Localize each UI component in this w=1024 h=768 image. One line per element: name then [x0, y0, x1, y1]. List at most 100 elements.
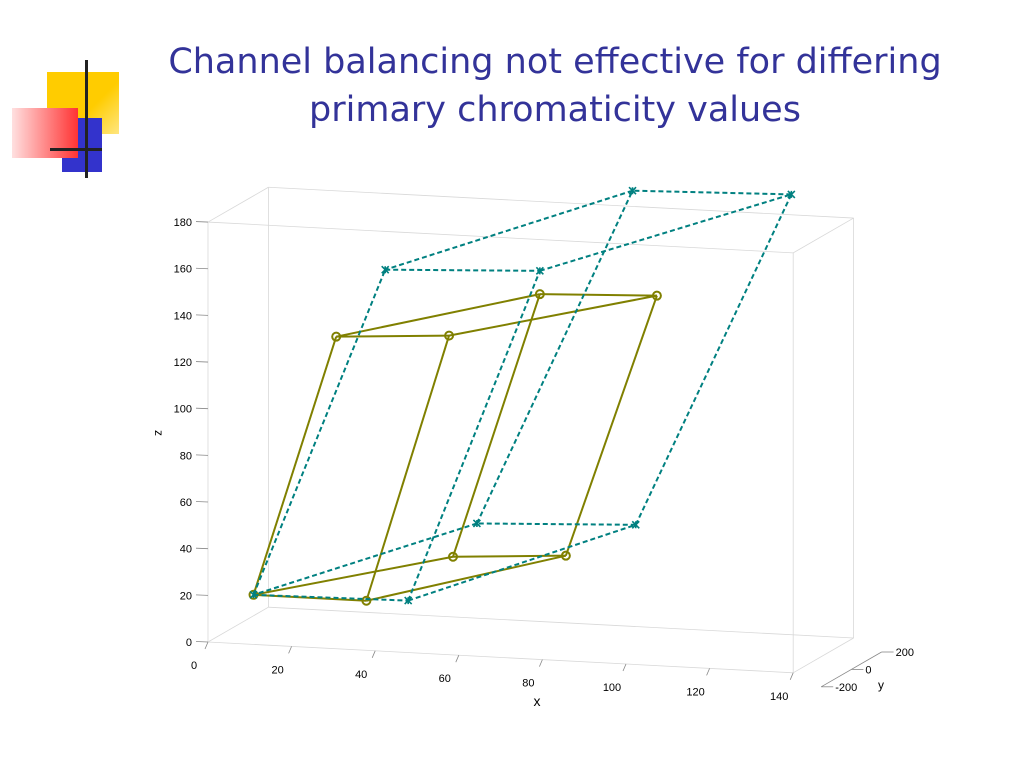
data-point-circle: [534, 289, 545, 300]
z-tick-mark: [195, 267, 209, 270]
z-tick-label: 120: [174, 357, 192, 369]
data-point-star: [249, 590, 258, 599]
series-edge: [407, 523, 637, 602]
series-edge: [384, 189, 633, 271]
series-edge: [407, 270, 541, 601]
z-tick-mark: [195, 547, 209, 550]
series-edge: [476, 522, 636, 526]
x-tick-label: 100: [603, 682, 621, 694]
z-tick-mark: [195, 641, 209, 643]
z-tick-mark: [195, 361, 209, 363]
z-tick-label: 40: [180, 544, 192, 556]
series-edge: [632, 189, 792, 196]
slide-title-line-2: primary chromaticity values: [309, 90, 801, 130]
series-edge: [539, 293, 657, 297]
x-tick-mark: [789, 672, 794, 680]
chart-series: [248, 186, 796, 606]
series-edge: [253, 555, 454, 596]
x-tick-label: 120: [686, 686, 704, 698]
data-point-circle: [651, 290, 662, 301]
series-edge: [253, 593, 409, 602]
series-edge: [448, 294, 658, 337]
x-tick-mark: [539, 659, 543, 667]
data-point-circle: [444, 330, 455, 341]
series-edge: [252, 336, 338, 596]
x-tick-label: 60: [439, 673, 451, 685]
z-tick-label: 20: [180, 590, 192, 602]
series-edge: [539, 193, 792, 272]
y-tick-label: 200: [896, 647, 914, 659]
axes-box-edge: [207, 606, 269, 643]
series-edge: [385, 268, 540, 272]
axes-box-edge: [793, 637, 854, 674]
z-tick-label: 0: [186, 637, 192, 649]
z-tick-label: 100: [174, 404, 192, 416]
z-tick-mark: [195, 454, 209, 456]
x-tick-mark: [371, 650, 376, 658]
data-point-star: [787, 190, 796, 199]
series-edge: [452, 554, 566, 558]
data-point-circle: [560, 550, 571, 561]
x-tick-label: 40: [355, 669, 367, 681]
series-edge: [335, 293, 541, 338]
axes-box-edge: [268, 186, 854, 219]
series-edge: [366, 554, 567, 602]
z-tick-label: 160: [174, 264, 192, 276]
series-edge: [564, 295, 658, 557]
axes-box-edge: [268, 606, 854, 639]
z-tick-label: 60: [180, 497, 192, 509]
axes-box-edge: [207, 641, 794, 674]
x-tick-label: 80: [522, 678, 534, 690]
z-tick-mark: [195, 407, 209, 410]
x-tick-mark: [706, 668, 710, 676]
z-tick-mark: [195, 501, 209, 503]
chart-axes-box: [207, 186, 854, 674]
series-edge: [336, 334, 450, 338]
data-point-circle: [448, 551, 458, 562]
chart-ticks: 0 20 40 60 80 100 120 140 160 180 0 20 40 60 80 100 120 1…: [174, 217, 914, 703]
x-axis-label: x: [534, 693, 541, 709]
data-point-star: [628, 186, 637, 195]
series-edge: [252, 269, 387, 596]
data-point-star: [631, 520, 640, 529]
z-tick-label: 180: [174, 217, 192, 229]
series-edge: [365, 335, 451, 602]
axes-box-edge: [207, 221, 794, 254]
x-tick-mark: [455, 655, 460, 663]
axes-box-edge: [207, 186, 269, 223]
slide-title-line-1: Channel balancing not effective for diff…: [168, 42, 942, 82]
series-edge: [253, 522, 478, 596]
z-tick-label: 80: [180, 450, 192, 462]
z-tick-mark: [195, 314, 209, 316]
x-tick-mark: [622, 663, 627, 672]
slide-logo: [0, 0, 130, 190]
y-tick-label: -200: [835, 682, 857, 694]
x-tick-label: 20: [271, 664, 283, 676]
logo-vertical-line: [85, 60, 88, 178]
x-tick-mark: [288, 646, 292, 654]
series-edge: [634, 193, 793, 526]
data-point-star: [381, 265, 390, 274]
z-tick-label: 140: [174, 310, 192, 322]
y-tick-label: 0: [865, 664, 871, 676]
z-tick-mark: [195, 594, 209, 596]
series-edge: [452, 293, 541, 558]
y-axis-label: y: [878, 678, 884, 692]
x-tick-label: 0: [191, 660, 197, 672]
data-point-star: [404, 596, 413, 605]
x-tick-mark: [204, 641, 209, 650]
data-point-circle: [331, 331, 342, 342]
data-point-circle: [361, 595, 372, 606]
x-tick-label: 140: [770, 691, 788, 703]
axes-box-edge: [793, 217, 854, 254]
data-point-star: [472, 519, 481, 528]
series-edge: [476, 190, 634, 524]
data-point-star: [535, 266, 544, 275]
z-axis-label: z: [152, 430, 166, 436]
series-circle: [248, 289, 662, 606]
logo-horizontal-line: [50, 148, 102, 151]
slide-title: Channel balancing not effective for diff…: [130, 38, 980, 134]
z-tick-mark: [195, 221, 209, 223]
series-star: [249, 186, 796, 605]
